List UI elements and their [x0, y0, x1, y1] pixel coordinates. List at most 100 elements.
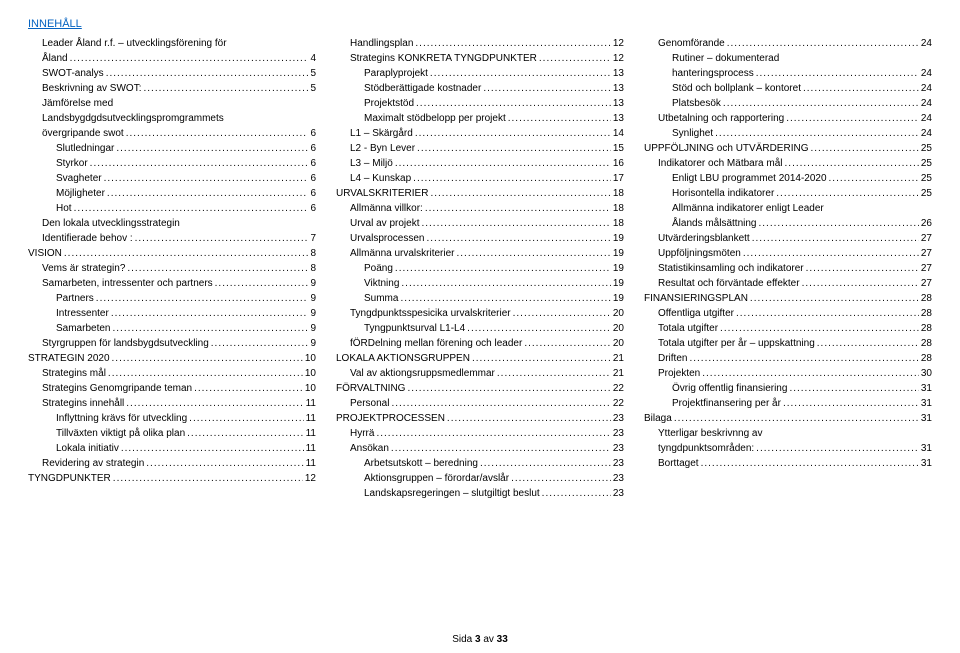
toc-page: 24 — [921, 36, 932, 51]
toc-row: Projektfinansering per år31 — [644, 396, 932, 411]
toc-label: Beskrivning av SWOT: — [28, 81, 141, 96]
toc-label: Platsbesök — [644, 96, 721, 111]
toc-row: Borttaget31 — [644, 456, 932, 471]
toc-row: Landsbygdgdsutvecklingspromgrammets — [28, 111, 316, 126]
toc-leader — [701, 456, 919, 471]
toc-page: 18 — [613, 216, 624, 231]
toc-label: Allmänna indikatorer enligt Leader — [644, 201, 824, 216]
toc-label: UPPFÖLJNING och UTVÄRDERING — [644, 141, 808, 156]
toc-row: Partners9 — [28, 291, 316, 306]
toc-label: Den lokala utvecklingsstrategin — [28, 216, 180, 231]
toc-row: L4 – Kunskap17 — [336, 171, 624, 186]
toc-label: Åland — [28, 51, 68, 66]
toc-page: 19 — [613, 231, 624, 246]
toc-leader — [456, 246, 610, 261]
toc-leader — [116, 141, 308, 156]
toc-leader — [743, 246, 919, 261]
toc-row: Tyngdpunktsspesicika urvalskriterier20 — [336, 306, 624, 321]
toc-row: Svagheter6 — [28, 171, 316, 186]
toc-leader — [104, 171, 309, 186]
toc-leader — [789, 381, 918, 396]
toc-label: Hyrrä — [336, 426, 374, 441]
toc-label: Utbetalning och rapportering — [644, 111, 784, 126]
toc-leader — [542, 486, 611, 501]
toc-leader — [126, 126, 309, 141]
toc-leader — [447, 411, 611, 426]
toc-page: 5 — [310, 66, 316, 81]
toc-leader — [467, 321, 611, 336]
toc-label: Aktionsgruppen – förordar/avslår — [336, 471, 509, 486]
toc-page: 28 — [921, 306, 932, 321]
toc-label: Ålands målsättning — [644, 216, 757, 231]
toc-label: L3 – Miljö — [336, 156, 393, 171]
toc-row: Val av aktiongsruppsmedlemmar21 — [336, 366, 624, 381]
toc-row: fÖRDelning mellan förening och leader20 — [336, 336, 624, 351]
toc-page: 10 — [305, 381, 316, 396]
toc-page: 30 — [921, 366, 932, 381]
toc-leader — [736, 306, 919, 321]
toc-row: Den lokala utvecklingsstrategin — [28, 216, 316, 231]
toc-label: SWOT-analys — [28, 66, 104, 81]
toc-row: Enligt LBU programmet 2014-202025 — [644, 171, 932, 186]
toc-label: tyngdpunktsområden: — [644, 441, 754, 456]
toc-label: fÖRDelning mellan förening och leader — [336, 336, 522, 351]
toc-label: Vems är strategin? — [28, 261, 125, 276]
toc-label: LOKALA AKTIONSGRUPPEN — [336, 351, 470, 366]
toc-page: 15 — [613, 141, 624, 156]
toc-page: 19 — [613, 276, 624, 291]
toc-leader — [426, 231, 610, 246]
toc-leader — [430, 66, 611, 81]
toc-leader — [143, 81, 308, 96]
toc-row: UPPFÖLJNING och UTVÄRDERING25 — [644, 141, 932, 156]
toc-leader — [425, 201, 611, 216]
toc-leader — [472, 351, 611, 366]
toc-label: Övrig offentlig finansiering — [644, 381, 787, 396]
toc-row: Utbetalning och rapportering 24 — [644, 111, 932, 126]
toc-header: INNEHÅLL — [28, 18, 932, 30]
toc-label: Rutiner – dokumenterad — [644, 51, 779, 66]
toc-label: Statistikinsamling och indikatorer — [644, 261, 804, 276]
toc-page: 24 — [921, 111, 932, 126]
toc-row: Strategins KONKRETA TYNGDPUNKTER12 — [336, 51, 624, 66]
toc-leader — [395, 156, 611, 171]
toc-page: 12 — [305, 471, 316, 486]
toc-row: Tillväxten viktigt på olika plan11 — [28, 426, 316, 441]
toc-row: STRATEGIN 202010 — [28, 351, 316, 366]
toc-leader — [727, 36, 919, 51]
toc-row: Hyrrä23 — [336, 426, 624, 441]
toc-page: 10 — [305, 366, 316, 381]
toc-row: Uppföljningsmöten27 — [644, 246, 932, 261]
toc-row: Lokala initiativ11 — [28, 441, 316, 456]
toc-row: Urvalsprocessen19 — [336, 231, 624, 246]
toc-page: 28 — [921, 351, 932, 366]
toc-label: Horisontella indikatorer — [644, 186, 774, 201]
toc-page: 9 — [310, 336, 316, 351]
toc-page: 9 — [310, 291, 316, 306]
toc-label: Personal — [336, 396, 389, 411]
toc-row: Rutiner – dokumenterad — [644, 51, 932, 66]
toc-page: 19 — [613, 246, 624, 261]
toc-column-2: Handlingsplan12Strategins KONKRETA TYNGD… — [336, 36, 624, 501]
toc-row: PROJEKTPROCESSEN23 — [336, 411, 624, 426]
toc-page: 26 — [921, 216, 932, 231]
toc-label: Driften — [644, 351, 687, 366]
toc-page: 11 — [306, 426, 316, 441]
toc-label: Viktning — [336, 276, 399, 291]
toc-label: Arbetsutskott – beredning — [336, 456, 478, 471]
toc-row: Utvärderingsblankett27 — [644, 231, 932, 246]
toc-leader — [756, 441, 919, 456]
toc-page: 27 — [921, 276, 932, 291]
toc-label: övergripande swot — [28, 126, 124, 141]
toc-row: övergripande swot6 — [28, 126, 316, 141]
toc-leader — [430, 186, 610, 201]
toc-page: 28 — [921, 336, 932, 351]
toc-page: 31 — [921, 381, 932, 396]
toc-leader — [112, 321, 308, 336]
toc-row: Poäng19 — [336, 261, 624, 276]
toc-label: FÖRVALTNING — [336, 381, 405, 396]
toc-leader — [211, 336, 309, 351]
toc-page: 6 — [310, 186, 316, 201]
toc-leader — [702, 366, 919, 381]
toc-row: Strategins Genomgripande teman10 — [28, 381, 316, 396]
toc-label: Paraplyprojekt — [336, 66, 428, 81]
